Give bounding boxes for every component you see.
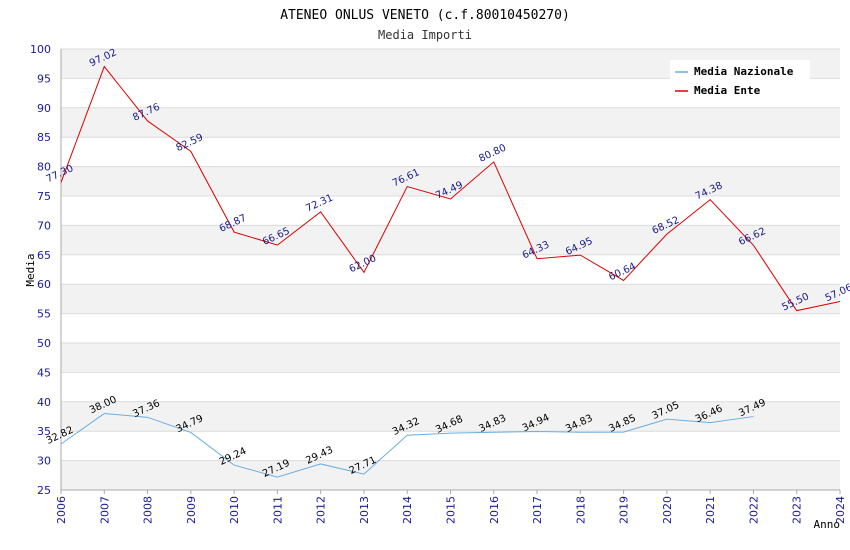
legend-label-ente: Media Ente bbox=[694, 84, 761, 97]
x-tick-label: 2016 bbox=[488, 496, 501, 524]
y-tick-label: 100 bbox=[30, 43, 51, 56]
x-tick-label: 2013 bbox=[358, 496, 371, 524]
x-tick-label: 2009 bbox=[185, 496, 198, 524]
y-tick-label: 25 bbox=[37, 484, 51, 497]
y-axis-label: Media bbox=[24, 253, 37, 286]
x-tick-label: 2006 bbox=[55, 496, 68, 524]
x-tick-label: 2014 bbox=[401, 496, 414, 524]
y-tick-label: 60 bbox=[37, 278, 51, 291]
grid-band bbox=[61, 431, 840, 461]
grid-band bbox=[61, 254, 840, 285]
y-tick-label: 50 bbox=[37, 337, 51, 350]
grid-band bbox=[61, 196, 840, 226]
grid-band bbox=[61, 225, 840, 255]
x-tick-label: 2011 bbox=[271, 496, 284, 524]
y-tick-label: 75 bbox=[37, 190, 51, 203]
series-line-media-ente bbox=[60, 65, 841, 312]
grid-band bbox=[61, 372, 840, 402]
grid-band bbox=[61, 107, 840, 138]
x-tick-labels: 2006 2007 2008 2009 2010 2011 2012 2013 2014 2015… bbox=[55, 490, 847, 524]
series-line-media-nazionale bbox=[60, 413, 754, 478]
x-tick-label: 2019 bbox=[618, 496, 631, 524]
x-tick-label: 2022 bbox=[747, 496, 760, 524]
grid-band bbox=[61, 313, 840, 343]
x-tick-label: 2021 bbox=[704, 496, 717, 524]
x-tick-label: 2015 bbox=[445, 496, 458, 524]
x-tick-label: 2018 bbox=[574, 496, 587, 524]
legend-box bbox=[670, 60, 810, 100]
grid-band bbox=[61, 284, 840, 314]
grid-bands bbox=[61, 48, 840, 491]
y-tick-label: 80 bbox=[37, 161, 51, 174]
y-tick-label: 90 bbox=[37, 102, 51, 115]
y-tick-label: 65 bbox=[37, 249, 51, 262]
y-tick-label: 35 bbox=[37, 425, 51, 438]
x-tick-label: 2017 bbox=[531, 496, 544, 524]
grid-band bbox=[61, 166, 840, 196]
y-tick-labels: 25 30 35 40 45 50 55 60 65 70 75 80 85 90 95 100 bbox=[30, 43, 51, 497]
x-tick-label: 2008 bbox=[142, 496, 155, 524]
grid-band bbox=[61, 343, 840, 373]
legend-label-nazionale: Media Nazionale bbox=[694, 65, 794, 78]
grid-band bbox=[61, 401, 840, 432]
y-tick-label: 70 bbox=[37, 219, 51, 232]
y-tick-label: 30 bbox=[37, 455, 51, 468]
x-tick-label: 2010 bbox=[228, 496, 241, 524]
series-lines bbox=[60, 65, 841, 478]
y-tick-label: 45 bbox=[37, 366, 51, 379]
chart-title: ATENEO ONLUS VENETO (c.f.80010450270) bbox=[280, 8, 570, 23]
legend: Media Nazionale Media Ente bbox=[670, 60, 810, 100]
grid-band bbox=[61, 460, 840, 490]
y-tick-label: 55 bbox=[37, 308, 51, 321]
x-tick-label: 2012 bbox=[315, 496, 328, 524]
y-tick-label: 85 bbox=[37, 131, 51, 144]
x-tick-label: 2024 bbox=[834, 496, 847, 524]
chart-subtitle: Media Importi bbox=[378, 28, 472, 42]
y-tick-label: 95 bbox=[37, 72, 51, 85]
y-tick-label: 40 bbox=[37, 396, 51, 409]
x-axis-label: Anno bbox=[814, 518, 841, 531]
x-tick-label: 2020 bbox=[661, 496, 674, 524]
x-tick-label: 2023 bbox=[791, 496, 804, 524]
x-tick-label: 2007 bbox=[98, 496, 111, 524]
